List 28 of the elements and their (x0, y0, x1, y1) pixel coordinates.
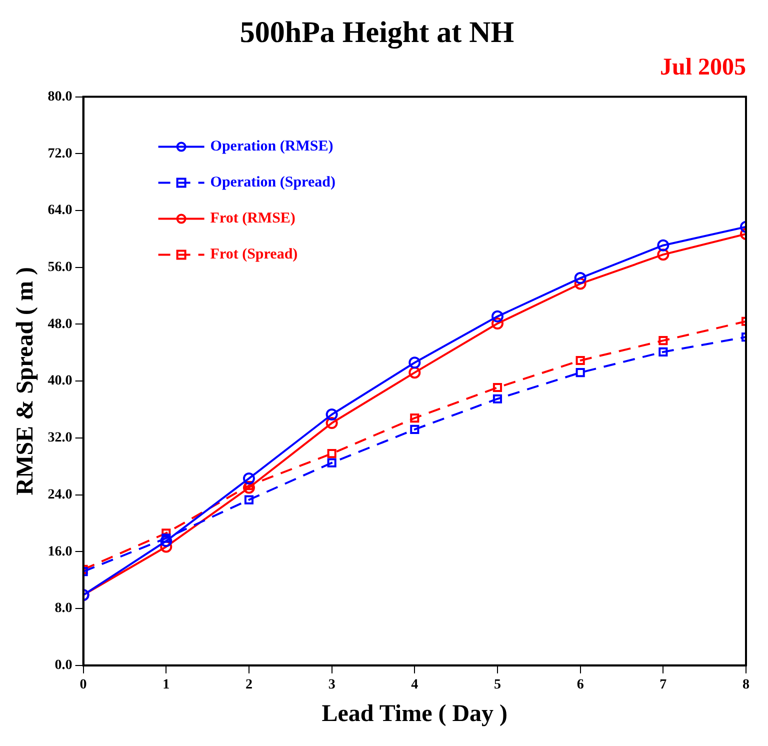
x-tick-label: 4 (411, 677, 418, 692)
y-tick-label: 32.0 (48, 430, 72, 446)
legend-label: Frot (RMSE) (210, 210, 296, 227)
y-tick-label: 80.0 (48, 89, 72, 104)
x-tick-label: 8 (742, 677, 750, 692)
y-tick-label: 0.0 (54, 658, 72, 674)
legend-label: Operation (RMSE) (210, 138, 334, 155)
y-tick-label: 48.0 (48, 316, 72, 332)
y-tick-label: 8.0 (54, 601, 72, 616)
y-tick-label: 64.0 (48, 203, 72, 218)
legend-label: Frot (Spread) (210, 246, 298, 263)
y-tick-label: 56.0 (48, 260, 72, 275)
x-tick-label: 6 (576, 677, 584, 692)
x-tick-label: 1 (162, 677, 170, 692)
x-axis-title: Lead Time ( Day ) (322, 700, 508, 727)
chart-subtitle: Jul 2005 (660, 54, 746, 81)
y-tick-label: 16.0 (48, 544, 72, 560)
y-tick-label: 40.0 (48, 374, 72, 389)
legend-label: Operation (Spread) (210, 174, 336, 191)
y-tick-label: 24.0 (48, 487, 72, 502)
chart-title: 500hPa Height at NH (240, 16, 514, 49)
x-tick-label: 2 (245, 677, 252, 692)
x-tick-label: 0 (80, 677, 87, 692)
y-axis-title: RMSE & Spread ( m ) (12, 266, 39, 496)
y-tick-label: 72.0 (48, 146, 72, 162)
x-tick-label: 3 (328, 677, 336, 692)
x-tick-label: 7 (660, 677, 667, 692)
x-tick-label: 5 (494, 677, 501, 692)
